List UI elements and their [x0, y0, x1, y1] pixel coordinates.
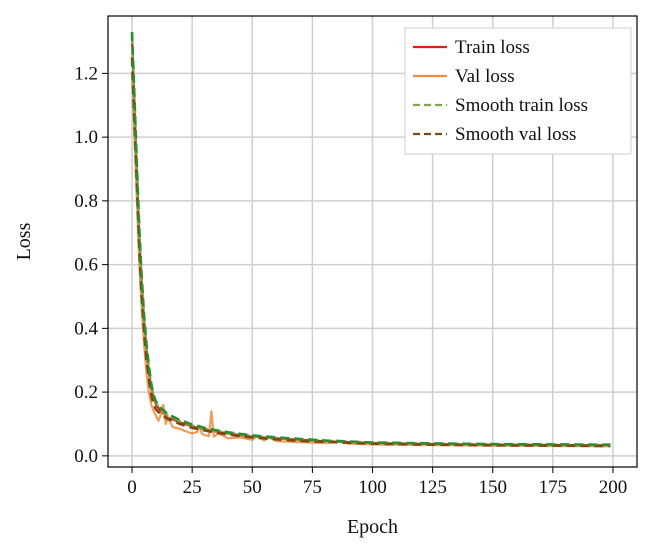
- y-tick-label: 0.2: [74, 382, 98, 403]
- extra-smooth-curve-line: [130, 31, 611, 446]
- legend-box: [404, 27, 632, 155]
- series-lines: [130, 31, 611, 448]
- x-tick-label: 50: [243, 477, 262, 498]
- x-tick-label: 100: [358, 477, 387, 498]
- legend-label: Train loss: [455, 37, 530, 58]
- legend-label: Val loss: [455, 66, 515, 87]
- x-tick-label: 0: [127, 477, 137, 498]
- y-tick-label: 1.0: [74, 127, 98, 148]
- y-axis-label: Loss: [13, 222, 35, 260]
- x-tick-label: 25: [183, 477, 202, 498]
- legend: Train loss Val loss Smooth train loss Smoot…: [404, 27, 632, 155]
- y-tick-label: 0.4: [74, 318, 98, 339]
- y-tick-label: 0.0: [74, 446, 98, 467]
- x-tick-label: 150: [478, 477, 507, 498]
- y-tick-label: 0.8: [74, 191, 98, 212]
- x-tick-label: 200: [599, 477, 628, 498]
- y-tick-label: 1.2: [74, 63, 98, 84]
- x-tick-label: 125: [418, 477, 447, 498]
- y-tick-label: 0.6: [74, 255, 98, 276]
- x-axis-label: Epoch: [347, 516, 398, 538]
- legend-label: Smooth train loss: [455, 95, 588, 116]
- legend-label: Smooth val loss: [455, 124, 576, 145]
- axis-ticks: 0 25 50 75 100 125 150 175 200 0.0 0.2 0.4 0.6 0.8 1.0…: [74, 63, 627, 498]
- x-tick-label: 75: [303, 477, 322, 498]
- x-tick-label: 175: [539, 477, 568, 498]
